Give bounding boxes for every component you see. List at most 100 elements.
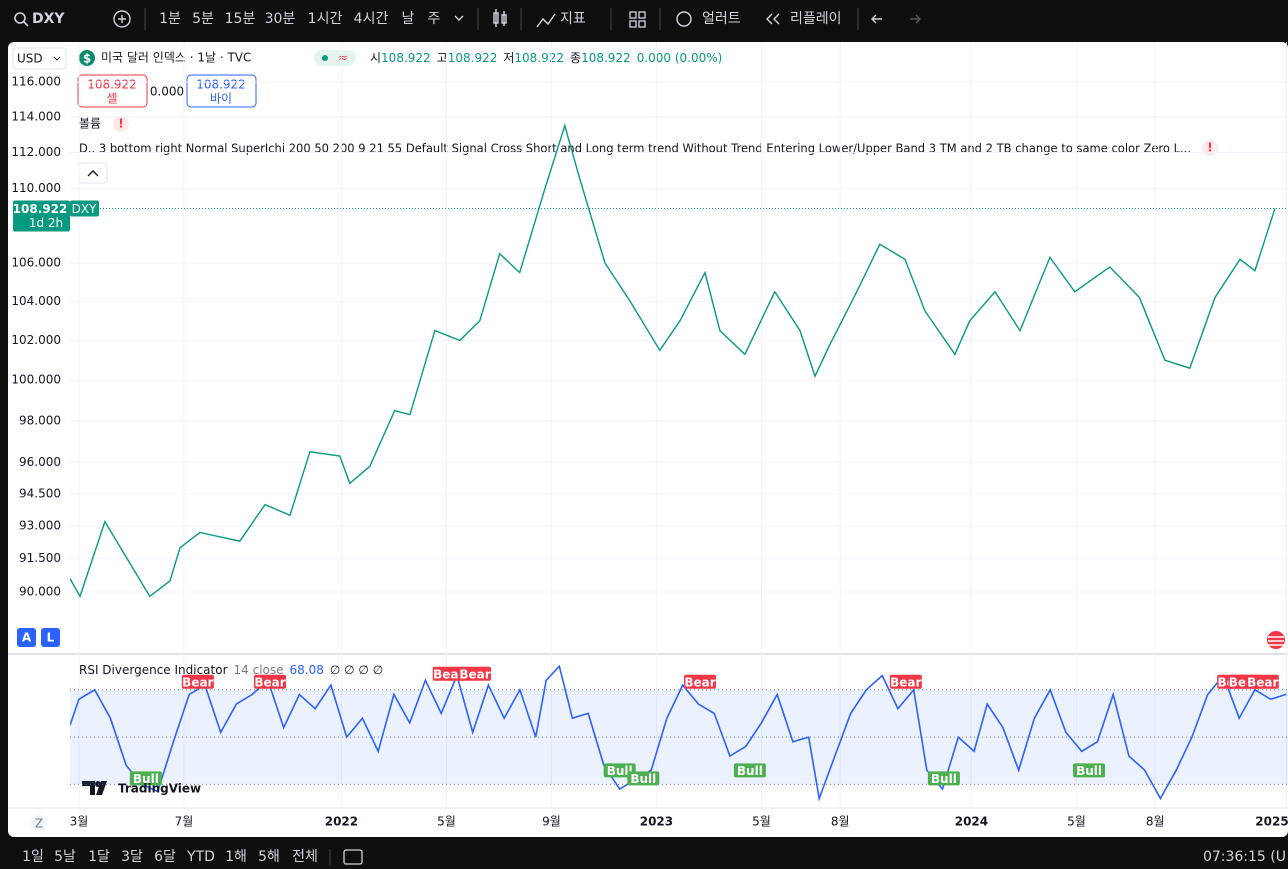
ohlc-value: 108.922: [581, 51, 631, 65]
x-tick-label: 9월: [542, 815, 561, 829]
collapse-legend-button[interactable]: [78, 162, 108, 184]
ohlc-label: 시: [370, 51, 381, 65]
range-button[interactable]: 6달: [154, 849, 176, 865]
undo-button[interactable]: [871, 14, 882, 24]
x-tick-label: 3월: [70, 815, 89, 829]
interval-button[interactable]: 1분: [159, 11, 181, 27]
y-tick-label: 100.000: [11, 373, 61, 387]
x-tick-label: 5월: [437, 815, 456, 829]
tool-button[interactable]: 리플레이: [790, 11, 842, 27]
ohlc-label: 종: [570, 51, 581, 65]
interval-button[interactable]: 30분: [265, 11, 296, 27]
signal-label: Bear: [433, 667, 464, 681]
interval-button[interactable]: 4시간: [354, 11, 389, 27]
signal-badge: [684, 674, 716, 689]
volume-warning-glyph: !: [118, 117, 123, 131]
range-button[interactable]: 1달: [88, 849, 110, 865]
volume-label: 볼륨: [79, 117, 101, 131]
range-button[interactable]: 1해: [225, 849, 247, 865]
indicator-warning-glyph: !: [1207, 141, 1212, 155]
signal-badge: [459, 666, 492, 681]
symbol-search[interactable]: DXY: [32, 11, 65, 27]
sell-button[interactable]: [77, 74, 148, 108]
range-button[interactable]: 3달: [121, 849, 143, 865]
range-button[interactable]: 5날: [54, 849, 76, 865]
rsi-empty: ∅ ∅ ∅ ∅: [330, 663, 383, 677]
y-tick-label: 110.000: [11, 181, 61, 195]
signal-label: Bull: [931, 772, 957, 786]
rsi-legend: RSI Divergence Indicator 14 close 68.08 ∅ ∅…: [79, 663, 383, 677]
goto-date-button[interactable]: [343, 849, 363, 865]
ohlc-value: 108.922: [514, 51, 564, 65]
interval-button[interactable]: 1시간: [308, 11, 343, 27]
rsi-value: 68.08: [290, 663, 324, 677]
search-icon[interactable]: [14, 12, 26, 24]
search-icon-handle: [23, 21, 29, 27]
tool-button[interactable]: 얼러트: [702, 11, 741, 27]
y-tick-label: 94.500: [19, 486, 61, 500]
signal-label: Bull: [630, 772, 656, 786]
x-tick-label: 2023: [640, 815, 673, 829]
interval-button[interactable]: 5분: [192, 11, 214, 27]
market-status-icon: ≈: [338, 51, 348, 65]
interval-button[interactable]: 날: [402, 11, 415, 27]
ohlc-label: 고: [437, 51, 448, 65]
range-button[interactable]: 5해: [258, 849, 280, 865]
market-status-dot: [322, 55, 328, 61]
buy-price: 108.922: [196, 78, 246, 92]
signal-label: Bull: [133, 772, 159, 786]
symbol-logo: [79, 50, 95, 66]
scale-button[interactable]: [17, 628, 36, 647]
rsi-title: RSI Divergence Indicator: [79, 663, 228, 677]
signal-badge: [627, 771, 660, 786]
scale-button-label: L: [47, 631, 55, 645]
signal-badge: [733, 763, 766, 778]
range-button[interactable]: 1일: [22, 849, 44, 865]
range-button[interactable]: YTD: [186, 849, 215, 865]
signal-badge: [181, 674, 214, 689]
redo-button[interactable]: [910, 14, 921, 24]
signal-label: Bull: [737, 764, 763, 778]
spread: 0.000: [150, 85, 184, 99]
signal-label: Bear: [459, 667, 490, 681]
chart-type-button[interactable]: [493, 9, 507, 27]
collapse-chevron: [87, 170, 99, 177]
indicators-icon[interactable]: [536, 13, 556, 28]
sell-label: 셀: [106, 92, 117, 106]
signal-label: Bear: [182, 675, 213, 689]
interval-button[interactable]: 주: [428, 11, 441, 27]
y-tick-label: 98.000: [19, 413, 61, 427]
replay-icon[interactable]: [766, 13, 780, 25]
toolbar-dividers: [144, 8, 859, 30]
add-symbol-button[interactable]: [113, 10, 131, 28]
x-tick-label: 2024: [955, 815, 988, 829]
layout-button[interactable]: [629, 11, 646, 28]
y-tick-label: 90.000: [19, 584, 61, 598]
interval-button[interactable]: 15분: [225, 11, 256, 27]
scale-button[interactable]: [41, 628, 60, 647]
interval-dropdown[interactable]: [454, 15, 464, 21]
signal-label: Bear: [1247, 675, 1278, 689]
currency-selector[interactable]: [12, 47, 67, 70]
x-tick-label: 2022: [325, 815, 358, 829]
volume-warning[interactable]: [113, 116, 129, 132]
zoom-reset-button[interactable]: [31, 815, 47, 831]
country-flag: [1267, 631, 1285, 649]
alert-icon[interactable]: [676, 11, 692, 27]
y-tick-label: 91.500: [19, 551, 61, 565]
y-tick-label: 116.000: [11, 74, 61, 88]
grid: [70, 42, 1288, 808]
y-tick-label: 112.000: [11, 145, 61, 159]
add-symbol-plus: [118, 15, 126, 23]
buy-button[interactable]: [186, 74, 257, 108]
signal-badge: [927, 771, 960, 786]
signal-badge: [1246, 674, 1279, 689]
currency-label[interactable]: USD: [17, 52, 43, 66]
tool-button[interactable]: 지표: [560, 11, 586, 27]
range-button[interactable]: 전체: [292, 849, 318, 865]
x-tick-label: 8월: [1146, 815, 1165, 829]
symbol-tag-label: DXY: [72, 202, 97, 216]
chart-panel: [8, 42, 1288, 837]
sell-price: 108.922: [87, 78, 137, 92]
